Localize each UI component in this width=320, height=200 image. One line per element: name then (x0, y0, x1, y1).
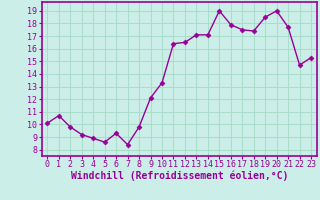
X-axis label: Windchill (Refroidissement éolien,°C): Windchill (Refroidissement éolien,°C) (70, 171, 288, 181)
